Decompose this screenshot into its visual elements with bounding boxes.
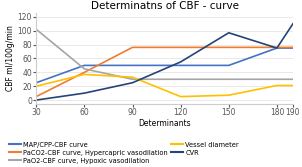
Vessel diameter bbox=[82, 73, 86, 75]
Vessel diameter bbox=[131, 76, 134, 78]
MAP/CPP-CBF curve bbox=[275, 47, 279, 49]
MAP/CPP-CBF curve bbox=[34, 82, 38, 84]
CVR bbox=[82, 92, 86, 94]
PaCO2-CBF curve, Hypercapric vasodilation bbox=[179, 46, 182, 48]
Vessel diameter bbox=[291, 85, 295, 87]
PaCO2-CBF curve, Hypercapric vasodilation bbox=[275, 46, 279, 48]
CVR bbox=[291, 23, 295, 25]
PaCO2-CBF curve, Hypercapric vasodilation bbox=[131, 46, 134, 48]
X-axis label: Determinants: Determinants bbox=[138, 119, 191, 128]
CVR bbox=[227, 32, 231, 34]
Y-axis label: CBF ml/100g/min: CBF ml/100g/min bbox=[6, 26, 15, 91]
MAP/CPP-CBF curve bbox=[227, 64, 231, 66]
CVR bbox=[179, 61, 182, 63]
PaO2-CBF curve, Hypoxic vasodilation bbox=[291, 78, 295, 80]
Title: Determinatns of CBF - curve: Determinatns of CBF - curve bbox=[91, 1, 239, 11]
MAP/CPP-CBF curve bbox=[82, 64, 86, 66]
Vessel diameter bbox=[34, 85, 38, 87]
CVR bbox=[275, 47, 279, 49]
CVR bbox=[131, 82, 134, 84]
Vessel diameter bbox=[227, 94, 231, 96]
PaO2-CBF curve, Hypoxic vasodilation bbox=[34, 28, 38, 30]
Line: PaCO2-CBF curve, Hypercapric vasodilation: PaCO2-CBF curve, Hypercapric vasodilatio… bbox=[36, 47, 293, 97]
PaO2-CBF curve, Hypoxic vasodilation bbox=[227, 78, 231, 80]
PaCO2-CBF curve, Hypercapric vasodilation bbox=[34, 96, 38, 98]
Vessel diameter bbox=[179, 96, 182, 98]
PaO2-CBF curve, Hypoxic vasodilation bbox=[82, 68, 86, 70]
Line: PaO2-CBF curve, Hypoxic vasodilation: PaO2-CBF curve, Hypoxic vasodilation bbox=[36, 29, 293, 79]
Line: MAP/CPP-CBF curve: MAP/CPP-CBF curve bbox=[36, 48, 293, 83]
Legend: MAP/CPP-CBF curve, PaCO2-CBF curve, Hypercapric vasodilation, PaO2-CBF curve, Hy: MAP/CPP-CBF curve, PaCO2-CBF curve, Hype… bbox=[9, 142, 239, 164]
CVR bbox=[34, 99, 38, 101]
PaCO2-CBF curve, Hypercapric vasodilation bbox=[291, 46, 295, 48]
Line: CVR: CVR bbox=[36, 24, 293, 100]
PaCO2-CBF curve, Hypercapric vasodilation bbox=[227, 46, 231, 48]
Line: Vessel diameter: Vessel diameter bbox=[36, 74, 293, 97]
PaCO2-CBF curve, Hypercapric vasodilation bbox=[82, 71, 86, 73]
Vessel diameter bbox=[275, 85, 279, 87]
MAP/CPP-CBF curve bbox=[131, 64, 134, 66]
MAP/CPP-CBF curve bbox=[291, 47, 295, 49]
PaO2-CBF curve, Hypoxic vasodilation bbox=[179, 78, 182, 80]
PaO2-CBF curve, Hypoxic vasodilation bbox=[275, 78, 279, 80]
PaO2-CBF curve, Hypoxic vasodilation bbox=[131, 78, 134, 80]
MAP/CPP-CBF curve bbox=[179, 64, 182, 66]
